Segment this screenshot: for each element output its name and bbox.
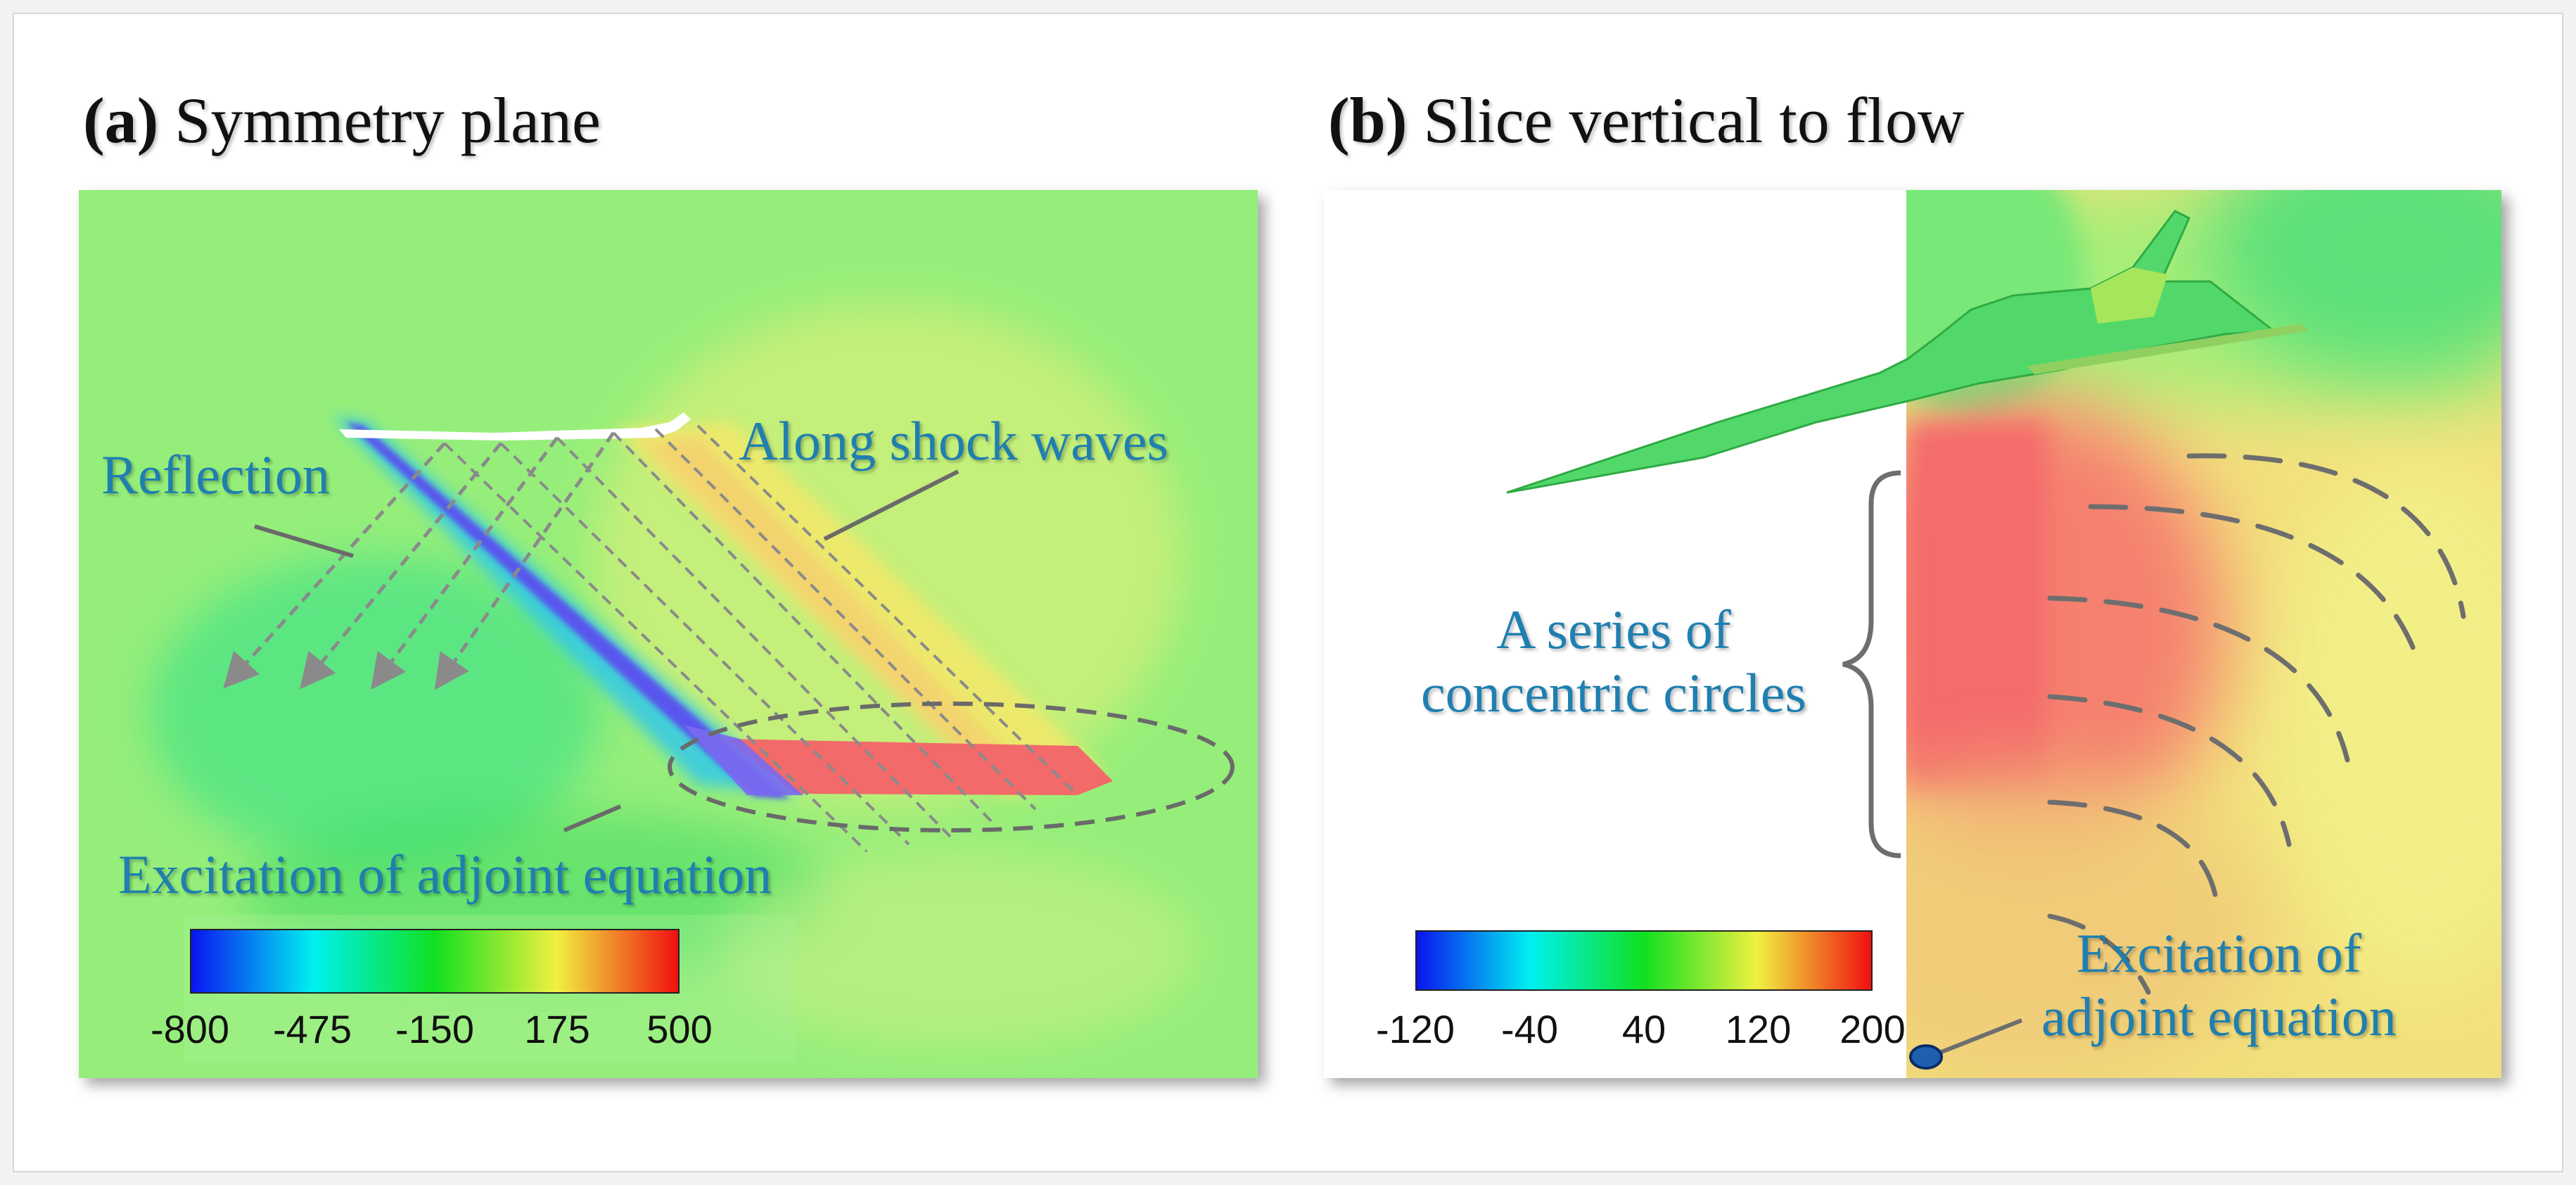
concentric-circle-arcs bbox=[2047, 453, 2466, 995]
reflection-arrows bbox=[223, 431, 616, 690]
panel-b-colorbar-tick: -40 bbox=[1501, 1007, 1558, 1051]
excitation-label-line2: adjoint equation bbox=[2041, 985, 2397, 1047]
excitation-label: Excitation of adjoint equation bbox=[118, 844, 772, 905]
panel-a-contour-plot: Reflection Along shock waves Excitation … bbox=[79, 190, 1258, 1078]
expansion-wave-blue bbox=[346, 422, 789, 799]
panel-a-title-text: Symmetry plane bbox=[174, 84, 601, 156]
panel-a-colorbar-tick: -800 bbox=[150, 1007, 230, 1051]
concentric-label-line1: A series of bbox=[1496, 599, 1731, 660]
panel-a-label: (a) bbox=[83, 84, 159, 156]
excitation-region-red bbox=[726, 739, 1113, 795]
panel-b-colorbar-tick: 40 bbox=[1621, 1007, 1666, 1051]
panel-b-colorbar-ticks: -120 -40 40 120 200 bbox=[1376, 1006, 1906, 1056]
excitation-point-leader-line bbox=[1927, 1018, 2023, 1059]
field-lower-yellow-region bbox=[719, 851, 1197, 1048]
field-cyan-green-region bbox=[149, 556, 599, 866]
excitation-label-line1: Excitation of bbox=[2076, 923, 2361, 984]
panel-b-colorbar-tick: 200 bbox=[1839, 1007, 1906, 1051]
panel-a-colorbar-tick: -150 bbox=[395, 1007, 475, 1051]
concentric-circles-brace bbox=[1842, 470, 1901, 858]
aircraft-wing-shadow bbox=[2027, 324, 2309, 374]
shock-ray-lines bbox=[443, 424, 1079, 853]
panel-b-colorbar bbox=[1415, 930, 1873, 991]
excitation-point-marker bbox=[1909, 1044, 1943, 1070]
panel-a-field bbox=[149, 303, 1235, 1048]
panel-b-contour-plot: A series of concentric circles Excitatio… bbox=[1324, 190, 2501, 1078]
shock-leader-line bbox=[823, 469, 959, 541]
panel-a-colorbar-tick: 500 bbox=[646, 1007, 713, 1051]
excitation-leader-line bbox=[563, 804, 622, 832]
panel-b-title: (b) Slice vertical to flow bbox=[1328, 83, 1964, 158]
concentric-label-line2: concentric circles bbox=[1421, 661, 1806, 723]
aircraft-tail bbox=[2091, 267, 2168, 324]
panel-a-colorbar-tick: -475 bbox=[272, 1007, 352, 1051]
panel-a-colorbar bbox=[190, 929, 680, 994]
reflection-leader-line bbox=[254, 524, 354, 558]
panel-b-colorbar-tick: -120 bbox=[1375, 1007, 1455, 1051]
panel-b-title-text: Slice vertical to flow bbox=[1423, 84, 1965, 156]
reflection-label: Reflection bbox=[101, 444, 330, 505]
panel-b-colorbar-tick: 120 bbox=[1725, 1007, 1792, 1051]
excitation-region-blue bbox=[684, 725, 803, 795]
concentric-circles-label: A series of concentric circles bbox=[1421, 598, 1806, 724]
aircraft-side-view bbox=[339, 412, 691, 441]
shock-waves-label: Along shock waves bbox=[739, 410, 1168, 471]
panel-b-label: (b) bbox=[1328, 84, 1408, 156]
panel-a-colorbar-ticks: -800 -475 -150 175 500 bbox=[151, 1006, 713, 1056]
panel-a-colorbar-tick: 175 bbox=[524, 1007, 590, 1051]
excitation-point-label: Excitation of adjoint equation bbox=[2041, 922, 2397, 1048]
panel-b-field bbox=[1506, 190, 2501, 1078]
excitation-ellipse bbox=[668, 702, 1235, 832]
panel-a-title: (a) Symmetry plane bbox=[83, 83, 601, 158]
